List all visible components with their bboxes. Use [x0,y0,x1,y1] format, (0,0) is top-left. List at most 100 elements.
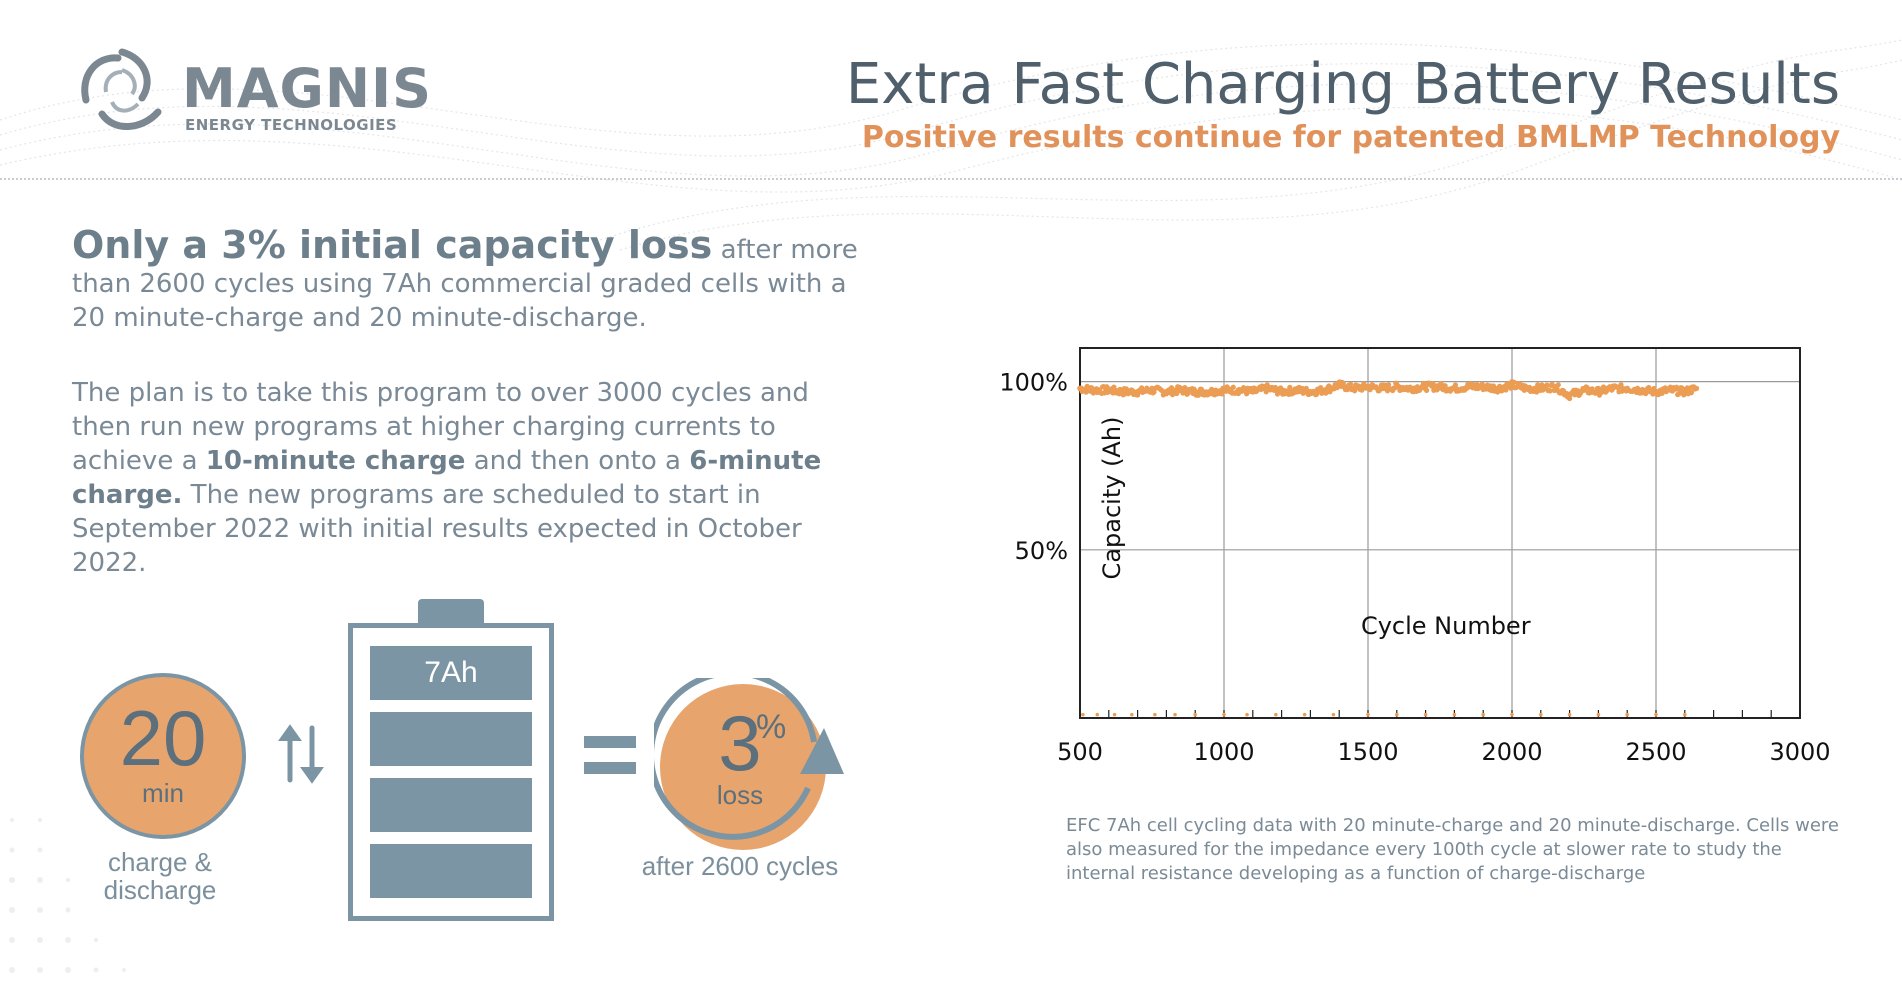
impedance-marker [1153,712,1157,717]
capacity-point [1192,388,1198,395]
impedance-check-markers [1081,712,1687,717]
capacity-point [1394,383,1400,390]
capacity-point [1350,385,1357,392]
y-tick-label: 50% [1015,537,1068,565]
impedance-marker [1081,712,1085,717]
capacity-point [1182,384,1188,391]
x-axis-label: Cycle Number [1361,612,1531,640]
capacity-point [1566,392,1573,398]
chart-grid [1079,348,1801,718]
impedance-marker [1245,712,1249,717]
capacity-point [1552,383,1558,390]
loss-value: 3 [718,699,762,787]
impedance-marker [1452,712,1457,717]
impedance-marker [1423,712,1428,717]
capacity-points [1077,378,1700,402]
magnis-logo-mark-icon [81,48,162,130]
capacity-point [1581,387,1587,393]
capacity-point [1523,385,1530,392]
impedance-marker [1481,712,1485,717]
x-tick-label: 1500 [1337,738,1398,766]
x-tick-label: 2000 [1481,738,1542,766]
battery-cell-top: 7Ah [370,646,532,700]
plan-highlight-10min: 10-minute charge [205,446,466,476]
charge-time-caption: charge & discharge [103,847,217,905]
capacity-point [1408,385,1414,392]
capacity-point [1322,387,1328,393]
battery-icon: 7Ah [348,623,554,921]
capacity-point [1293,387,1299,393]
capacity-point [1299,385,1305,391]
impedance-marker [1173,712,1177,717]
x-axis-ticks [1079,710,1801,718]
loss-unit: loss [716,780,764,810]
equals-icon [584,736,636,774]
loss-caption: after 2600 cycles [641,851,839,881]
capacity-point [1451,385,1458,392]
summary-headline: Only a 3% initial capacity loss [72,223,713,267]
capacity-point [1091,387,1098,393]
y-axis-label: Capacity (Ah) [1098,417,1126,580]
impedance-marker [1366,712,1370,717]
capacity-point [1466,383,1472,390]
capacity-point [1221,387,1227,393]
impedance-marker [1395,712,1399,717]
impedance-marker [1510,712,1514,717]
x-axis-tick-labels: 500 1000 1500 2000 2500 3000 [1057,738,1830,766]
capacity-point [1359,387,1365,393]
y-tick-label: 100% [999,369,1068,397]
capacity-cycling-chart: 500 1000 1500 2000 2500 3000 50% 100% Capacity… [999,347,1831,766]
x-tick-label: 1000 [1193,738,1254,766]
capacity-point [1307,388,1314,395]
capacity-point [1437,383,1443,390]
impedance-marker [1567,712,1572,717]
capacity-point [1624,385,1630,392]
impedance-marker [1112,712,1117,717]
capacity-point [1235,387,1242,393]
capacity-point [1264,385,1270,392]
cycle-arrow-icon [654,678,844,840]
plan-highlight-6min: 6-minute charge. [72,446,822,510]
summary-paragraph: Only a 3% initial capacity loss after mo… [72,226,862,335]
page-subtitle: Positive results continue for patented B… [861,120,1840,155]
capacity-point [1422,383,1429,390]
x-tick-label: 3000 [1769,738,1830,766]
impedance-marker [1130,712,1134,717]
battery-capacity-label: 7Ah [424,656,478,689]
capacity-point [1638,387,1645,393]
magnis-logo: MAGNIS ENERGY TECHNOLOGIES [72,40,432,140]
plot-frame [1079,347,1801,719]
capacity-point [1659,390,1665,396]
capacity-point [1544,382,1550,388]
impedance-marker [1654,712,1658,717]
chart-caption: EFC 7Ah cell cycling data with 20 minute… [1066,815,1840,884]
impedance-marker [1302,712,1307,717]
y-axis-tick-labels: 50% 100% [999,369,1068,565]
up-down-arrows-icon [278,724,324,784]
logo-tagline: ENERGY TECHNOLOGIES [185,116,398,134]
capacity-point [1250,388,1256,395]
capacity-point [1347,381,1354,387]
plan-text-d: The new programs are scheduled to start … [72,480,802,578]
plan-text-c: and then onto a [465,446,690,476]
capacity-point [1682,388,1688,395]
page-title: Extra Fast Charging Battery Results [845,52,1840,117]
charge-time-circle [80,673,246,839]
battery-cell [370,712,532,766]
capacity-point [1595,388,1602,395]
capacity-point [1206,388,1213,395]
impedance-marker [1095,712,1100,717]
capacity-point [1385,382,1392,388]
impedance-marker [1193,712,1197,717]
charge-time-unit: min [142,778,184,808]
capacity-point [1365,383,1371,390]
capacity-point [1693,385,1700,392]
capacity-point [1178,387,1184,393]
plan-text-a: The plan is to take this program to over… [72,378,809,476]
impedance-marker [1625,712,1629,717]
x-tick-label: 2500 [1625,738,1686,766]
x-tick-label: 500 [1057,738,1103,766]
capacity-point [1336,382,1342,388]
charge-time-value: 20 [119,694,207,782]
impedance-marker [1274,712,1278,717]
